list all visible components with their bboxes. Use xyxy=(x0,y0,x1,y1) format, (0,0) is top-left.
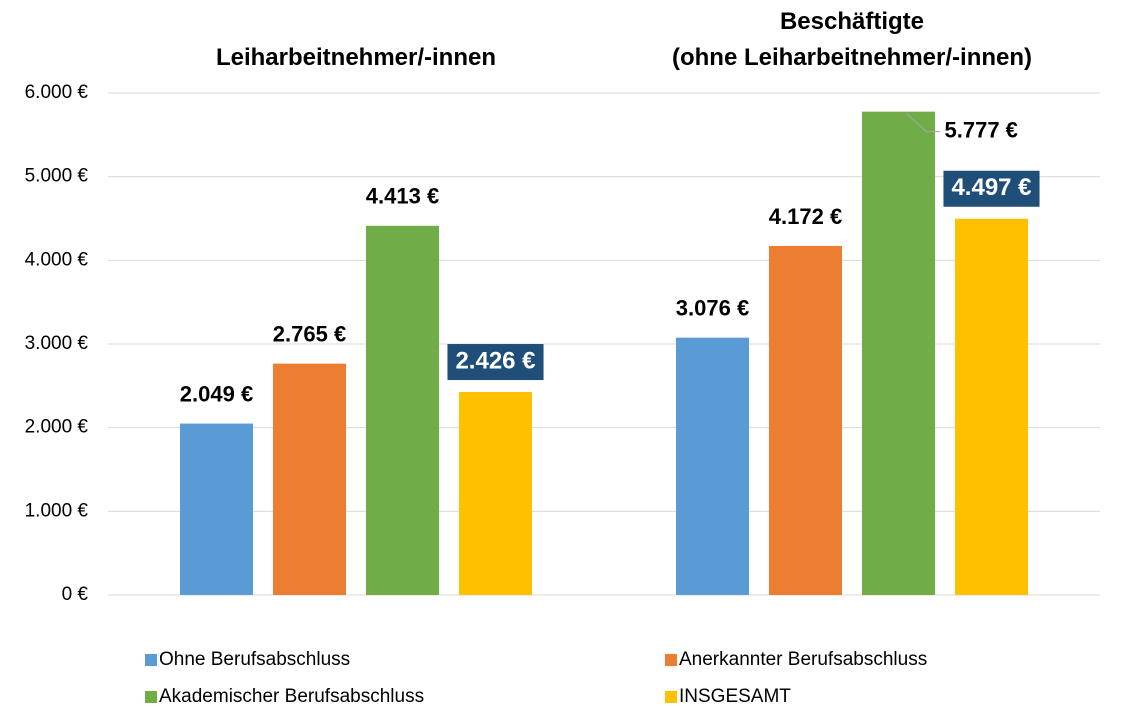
leader-line xyxy=(906,113,941,133)
legend-label: Ohne Berufsabschluss xyxy=(159,649,350,670)
bar xyxy=(676,337,749,595)
bar xyxy=(366,225,439,596)
y-tick-label: 6.000 € xyxy=(25,82,89,103)
bar xyxy=(955,218,1028,595)
legend-swatch xyxy=(145,691,157,703)
legend-swatch xyxy=(665,691,677,703)
y-tick-label: 1.000 € xyxy=(25,500,89,521)
y-tick-label: 5.000 € xyxy=(25,166,89,187)
value-label-box xyxy=(447,344,544,381)
y-tick-label: 2.000 € xyxy=(25,417,89,438)
value-label: 4.172 € xyxy=(769,204,842,229)
value-label: 2.049 € xyxy=(180,381,253,406)
legend-swatch xyxy=(665,654,677,666)
y-tick-label: 4.000 € xyxy=(25,249,89,270)
bar xyxy=(862,111,935,596)
bar xyxy=(273,363,346,595)
value-label: 2.765 € xyxy=(273,321,346,346)
bar xyxy=(769,245,842,595)
value-label-box xyxy=(943,170,1040,207)
legend-label: Akademischer Berufsabschluss xyxy=(159,686,424,707)
legend-swatch xyxy=(145,654,157,666)
category-title: Beschäftigte (ohne Leiharbeitnehmer/-inn… xyxy=(671,8,1033,71)
value-label: 3.076 € xyxy=(676,295,749,320)
bar xyxy=(180,423,253,595)
y-tick-label: 3.000 € xyxy=(25,333,89,354)
bar xyxy=(459,392,532,595)
value-label: 4.413 € xyxy=(366,184,439,209)
value-label: 2.426 € xyxy=(455,347,535,374)
value-label: 4.497 € xyxy=(951,174,1031,201)
category-title: Leiharbeitnehmer/-innen xyxy=(215,44,497,71)
value-label: 5.777 € xyxy=(945,117,1018,142)
legend-label: Anerkannter Berufsabschluss xyxy=(679,649,927,670)
legend-label: INSGESAMT xyxy=(679,686,791,707)
y-tick-label: 0 € xyxy=(62,584,89,605)
